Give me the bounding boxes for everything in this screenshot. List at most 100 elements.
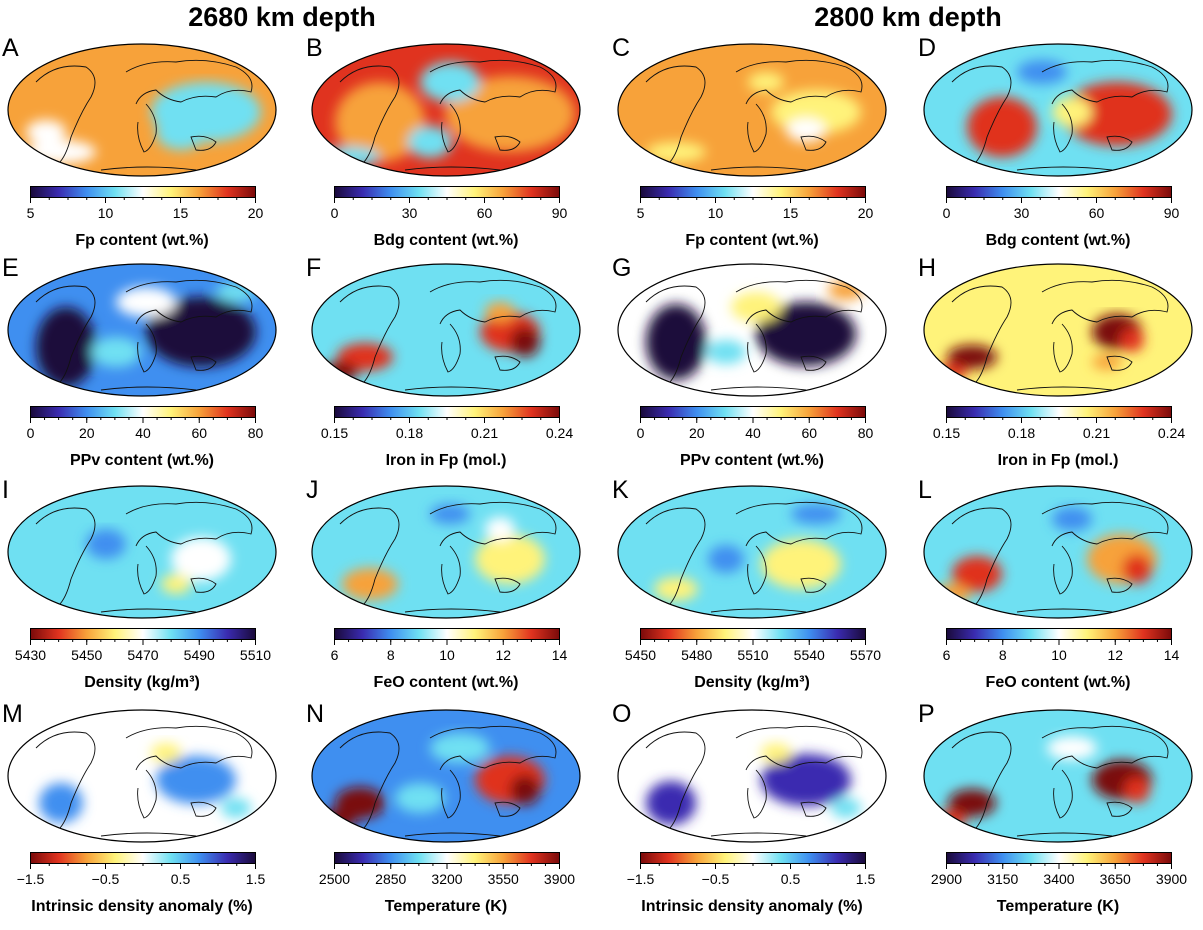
panel-letter: A <box>2 34 19 62</box>
panel-letter: H <box>918 254 937 282</box>
colorbar: 5430 5450 5470 5490 5510 <box>15 628 271 663</box>
colorbar-tick-label: 40 <box>135 425 151 441</box>
panel-h: H 0.15 0.18 0.21 0.24 Iron in Fp (mol.) <box>918 256 1198 484</box>
colorbar-title: Fp content (wt.%) <box>75 232 209 249</box>
colorbar-gradient <box>640 406 866 418</box>
colorbar-tick-label: 1.5 <box>856 871 876 887</box>
anomaly-region <box>934 584 970 604</box>
map-plot <box>923 485 1193 619</box>
panel-letter: E <box>2 254 19 282</box>
colorbar: 5450 5480 5510 5540 5570 <box>625 628 881 663</box>
map-border <box>617 263 887 397</box>
colorbar-tick-label: 14 <box>552 647 568 663</box>
colorbar-tick-label: 5510 <box>737 647 768 663</box>
panel-f: F 0.15 0.18 0.21 0.24 Iron in Fp (mol.) <box>306 256 586 484</box>
map-background <box>8 710 276 842</box>
panel-letter: M <box>2 700 23 728</box>
map-border <box>617 709 887 843</box>
colorbar-tick-label: 2900 <box>931 871 962 887</box>
map-background <box>924 264 1192 396</box>
anomaly-region <box>342 568 398 600</box>
panel-j: J 6 8 10 12 14 FeO content (wt.%) <box>306 478 586 706</box>
colorbar-tick-label: 0.21 <box>1083 425 1110 441</box>
map-border <box>617 43 887 177</box>
colorbar: 6 8 10 12 14 <box>943 628 1179 663</box>
anomaly-region <box>320 810 356 830</box>
panel-n: N 2500 2850 3200 3550 3900 Temperature (K) <box>306 702 586 930</box>
colorbar-tick-label: 10 <box>439 647 455 663</box>
map-plot <box>7 43 277 177</box>
anomaly-region <box>761 539 841 589</box>
anomaly-region <box>646 304 706 380</box>
map-plot <box>311 263 581 397</box>
panel-i: I 5430 5450 5470 5490 5510 Density (kg/m³) <box>2 478 282 706</box>
colorbar-title: Iron in Fp (mol.) <box>385 452 507 469</box>
colorbar-tick-label: 30 <box>1014 205 1030 221</box>
anomaly-region <box>937 364 967 380</box>
coastline-outline <box>339 59 557 171</box>
colorbar: 0.15 0.18 0.21 0.24 <box>321 406 573 441</box>
colorbar-tick-label: 2500 <box>319 871 350 887</box>
colorbar-tick-label: 40 <box>745 425 761 441</box>
coastline-outline <box>645 725 863 837</box>
map-border <box>311 485 581 619</box>
anomaly-region <box>1047 736 1097 760</box>
colorbar-tick-label: 0 <box>637 425 645 441</box>
colorbar-tick-label: 80 <box>248 425 264 441</box>
colorbar: 0 20 40 60 80 <box>27 406 263 441</box>
map-plot <box>311 43 581 177</box>
colorbar-gradient <box>334 406 560 418</box>
map-plot <box>7 709 277 843</box>
map-border <box>311 263 581 397</box>
coastline-outline <box>339 501 557 613</box>
panel-b: B 0 30 60 90 Bdg content (wt.%) <box>306 36 586 264</box>
colorbar-gradient <box>334 186 560 198</box>
map-plot <box>7 263 277 397</box>
anomaly-region <box>706 340 746 364</box>
anomaly-region <box>510 775 540 805</box>
anomaly-region <box>510 327 540 357</box>
colorbar-tick-label: 3900 <box>1156 871 1187 887</box>
colorbar-title: Bdg content (wt.%) <box>985 232 1131 249</box>
panel-letter: C <box>612 34 631 62</box>
map-border <box>7 709 277 843</box>
colorbar: 5 10 15 20 <box>27 186 263 221</box>
panel-letter: N <box>306 700 325 728</box>
colorbar-title: Density (kg/m³) <box>84 674 200 691</box>
anomaly-region <box>156 114 206 150</box>
panel-d: D 0 30 60 90 Bdg content (wt.%) <box>918 36 1198 264</box>
anomaly-region <box>761 743 791 763</box>
panel-letter: D <box>918 34 937 62</box>
anomaly-region <box>36 307 96 387</box>
anomaly-region <box>708 545 744 573</box>
colorbar: 0 30 60 90 <box>331 186 567 221</box>
colorbar-tick-label: −1.5 <box>17 871 45 887</box>
map-background <box>8 486 276 618</box>
colorbar-tick-label: 90 <box>552 205 568 221</box>
anomaly-region <box>171 537 231 581</box>
anomaly-region <box>485 302 515 322</box>
map-border <box>617 485 887 619</box>
colorbar-tick-label: 5450 <box>71 647 102 663</box>
anomaly-region <box>335 82 425 162</box>
map-plot <box>923 709 1193 843</box>
anomaly-region <box>731 292 781 322</box>
heading-2800: 2800 km depth <box>814 2 1002 32</box>
coastline-outline <box>645 59 863 171</box>
anomaly-region <box>430 504 470 524</box>
panel-c: C 5 10 15 20 Fp content (wt.%) <box>612 36 892 264</box>
anomaly-region <box>831 798 861 818</box>
coastline-outline <box>339 279 557 391</box>
map-border <box>311 709 581 843</box>
colorbar-title: Temperature (K) <box>996 898 1120 915</box>
colorbar: 0.15 0.18 0.21 0.24 <box>933 406 1185 441</box>
colorbar-tick-label: −0.5 <box>702 871 730 887</box>
map-border <box>7 485 277 619</box>
panel-letter: J <box>306 476 319 504</box>
colorbar-tick-label: 0.5 <box>171 871 191 887</box>
map-plot <box>617 43 887 177</box>
colorbar-tick-label: 60 <box>1089 205 1105 221</box>
coastline-outline <box>35 59 253 171</box>
colorbar-gradient <box>640 852 866 864</box>
map-plot <box>617 485 887 619</box>
